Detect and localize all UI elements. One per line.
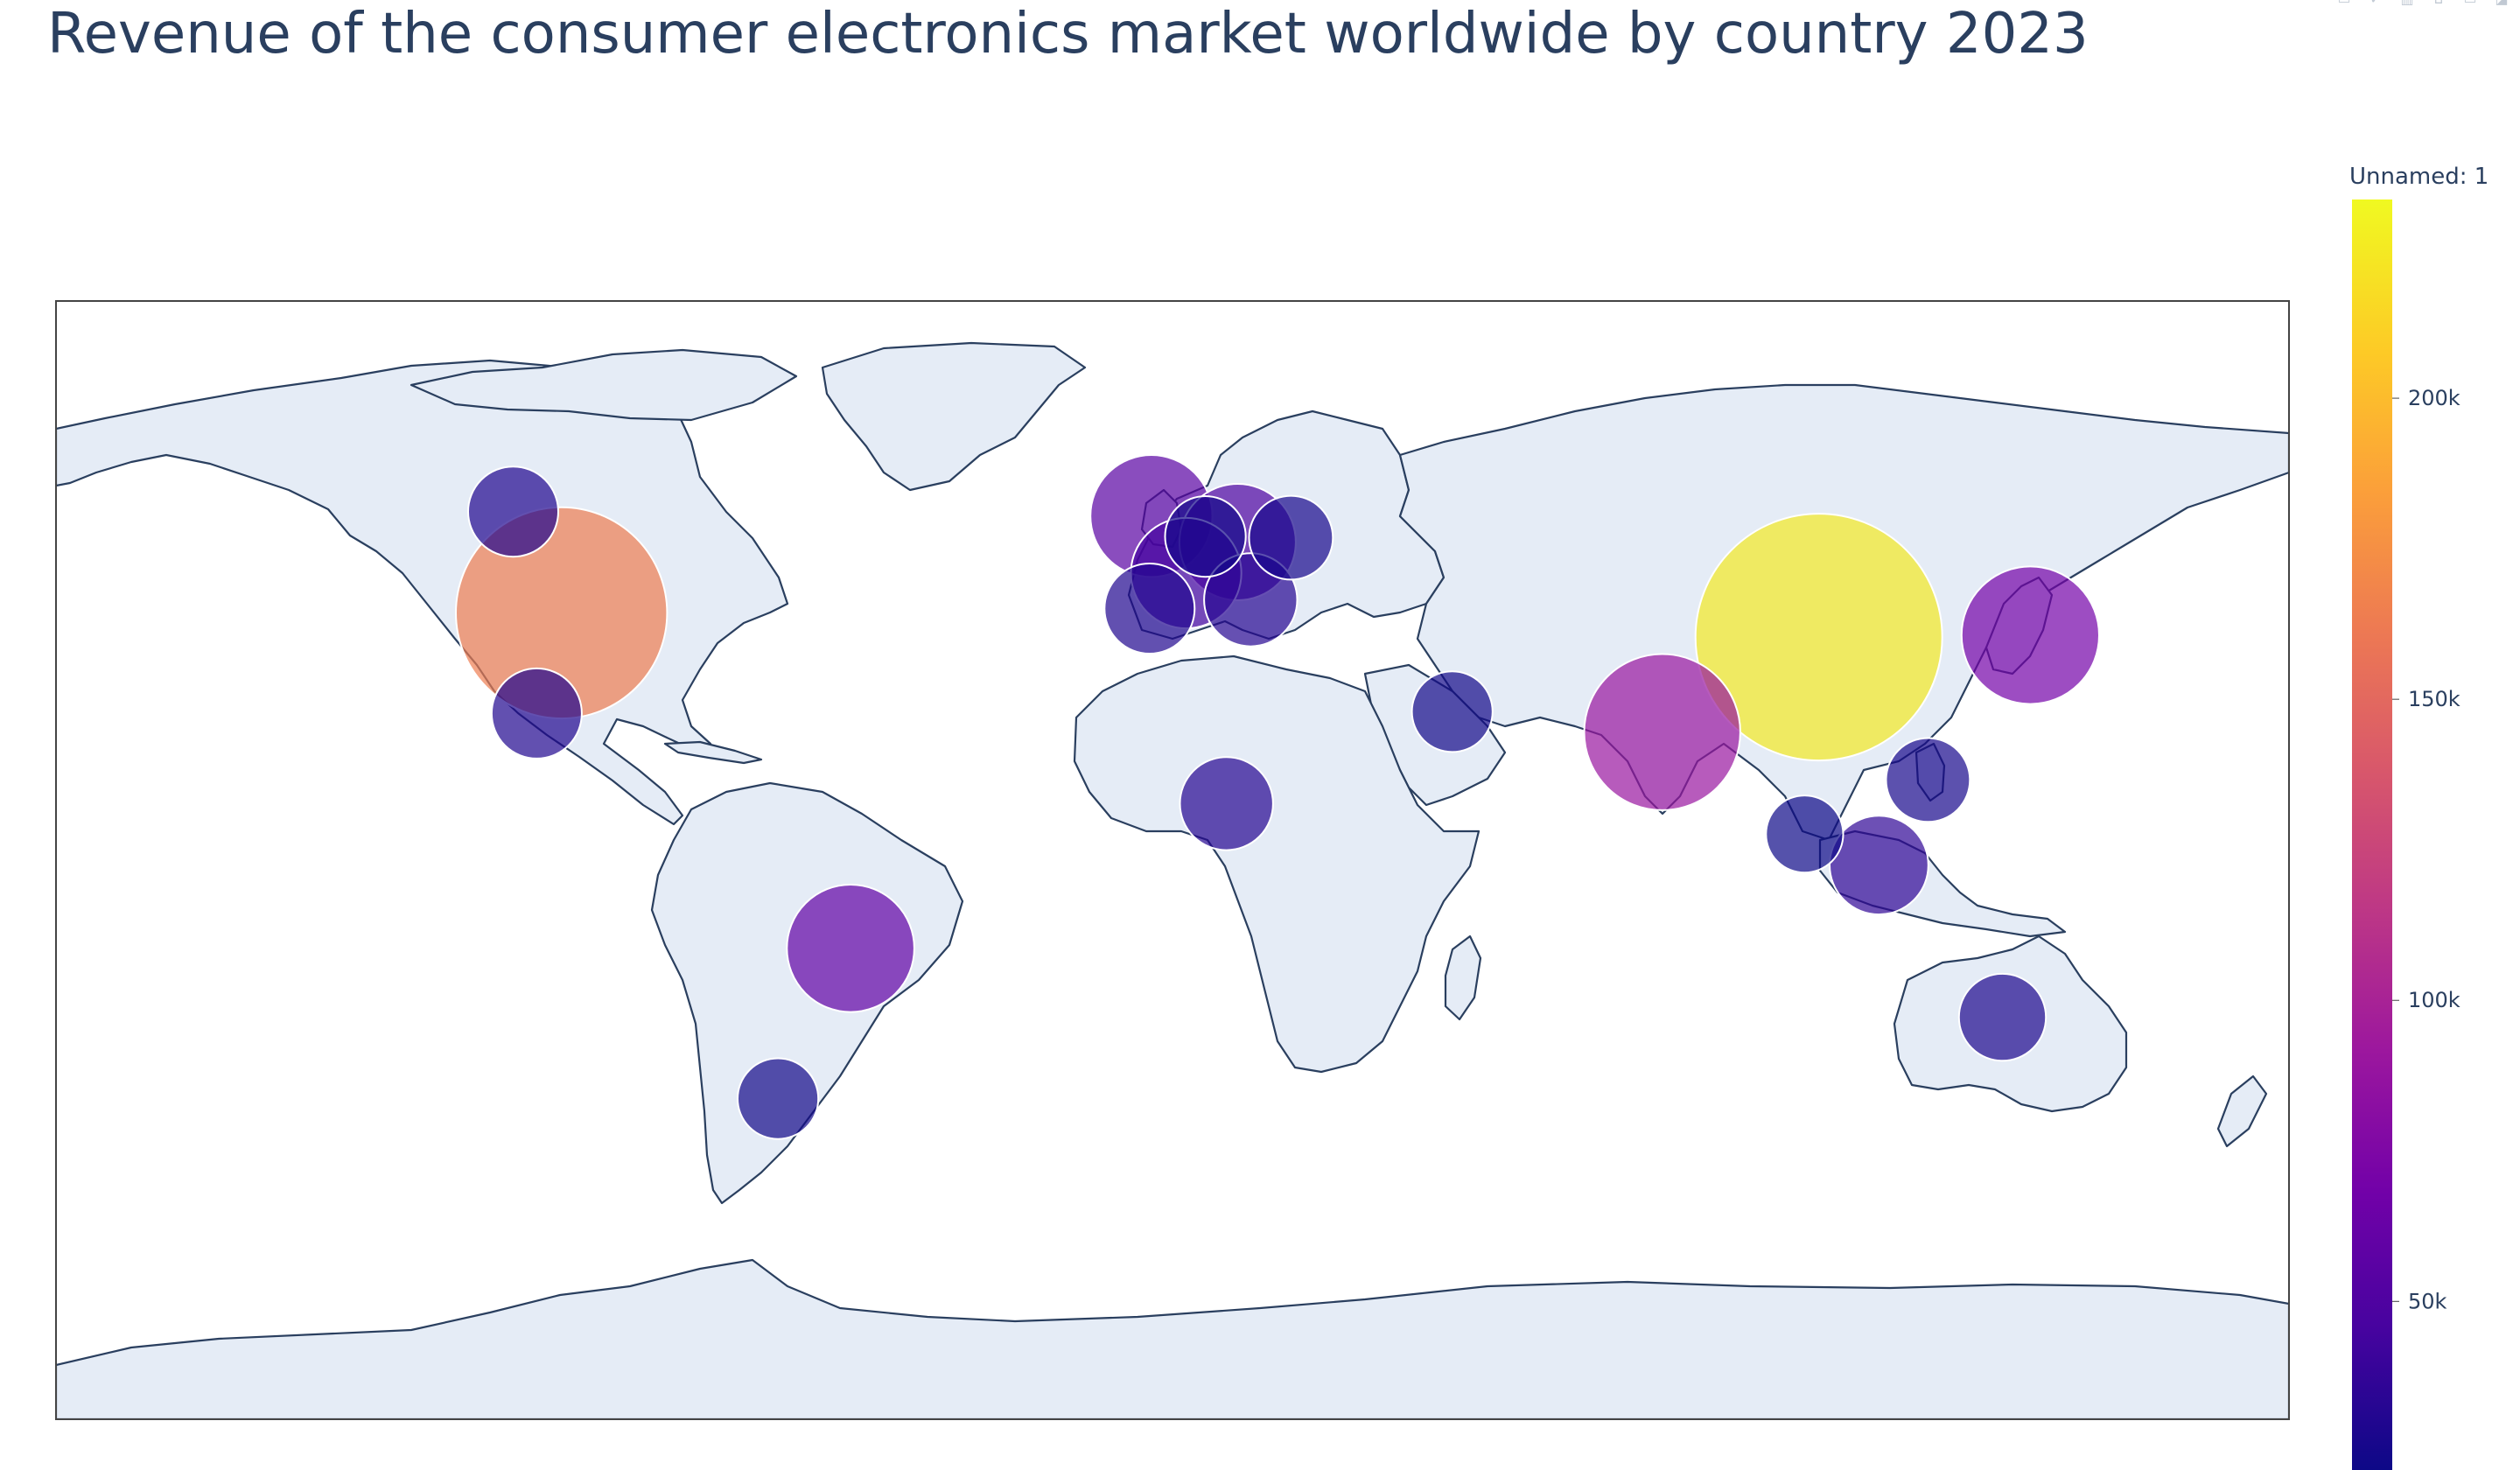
land-new-zealand <box>2216 1074 2268 1148</box>
bubble-marker[interactable] <box>1765 794 1844 874</box>
bubble-marker[interactable] <box>1410 670 1494 753</box>
bubble-marker[interactable] <box>1957 972 2048 1062</box>
colorbar-ticks: 50k 100k 150k 200k <box>2392 386 2460 1313</box>
bubble-marker[interactable] <box>737 1057 820 1140</box>
bubble-layer <box>455 454 2100 1140</box>
colorbar-tick-label: 150k <box>2408 687 2460 711</box>
land-greenland <box>821 341 1087 492</box>
logo-icon: ◪ <box>2492 0 2511 5</box>
zoom-in-icon[interactable]: ✓ <box>2366 0 2385 5</box>
bubble-marker[interactable] <box>490 667 583 760</box>
chart-title: Revenue of the consumer electronics mark… <box>47 2 2089 66</box>
colorbar-tick-label: 100k <box>2408 988 2460 1012</box>
land-antarctica <box>56 1258 2289 1419</box>
camera-icon[interactable]: ▭ <box>2334 0 2354 5</box>
colorbar-tick-label: 50k <box>2408 1289 2447 1313</box>
bubble-marker[interactable] <box>1829 815 1929 916</box>
hover-icon[interactable]: ▭ <box>2460 0 2480 5</box>
colorbar: Unnamed: 1 50k 100k 150k 200k <box>2349 164 2488 1470</box>
zoom-out-icon[interactable]: ▥ <box>2398 0 2417 5</box>
modebar[interactable]: ▭ ✓ ▥ ⌂ ▭ ◪ <box>2334 0 2511 5</box>
land-caribbean <box>663 740 763 765</box>
bubble-marker[interactable] <box>1179 756 1274 851</box>
bubble-marker[interactable] <box>1694 513 1943 762</box>
bubble-marker[interactable] <box>1960 565 2100 705</box>
map-frame <box>55 300 2290 1420</box>
land-madagascar <box>1444 934 1482 1021</box>
bubble-marker[interactable] <box>467 466 559 558</box>
bubble-marker[interactable] <box>1164 495 1247 578</box>
bubble-marker[interactable] <box>1103 563 1196 654</box>
geo-map[interactable] <box>56 301 2289 1419</box>
reset-icon[interactable]: ⌂ <box>2429 0 2448 5</box>
bubble-marker[interactable] <box>1248 494 1334 581</box>
bubble-marker[interactable] <box>1583 653 1741 811</box>
bubble-marker[interactable] <box>1885 737 1971 823</box>
colorbar-gradient <box>2352 200 2392 1470</box>
land-arctic-islands <box>410 348 798 422</box>
colorbar-tick-label: 200k <box>2408 386 2460 410</box>
bubble-marker[interactable] <box>786 884 915 1013</box>
colorbar-title: Unnamed: 1 <box>2349 164 2488 190</box>
